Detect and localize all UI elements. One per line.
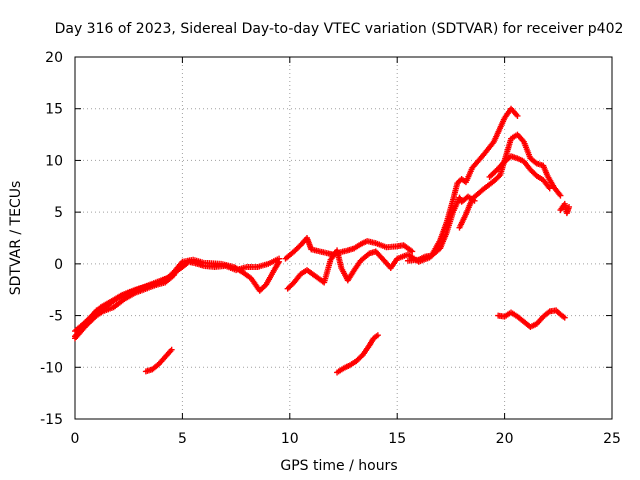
data-point bbox=[546, 185, 553, 192]
data-point bbox=[496, 173, 503, 180]
series-track-k bbox=[495, 307, 568, 330]
data-point bbox=[561, 314, 568, 321]
series-layer bbox=[72, 105, 573, 376]
y-tick-label: 10 bbox=[45, 153, 63, 169]
y-tick-label: -15 bbox=[40, 412, 63, 428]
data-point bbox=[374, 332, 381, 339]
plot-frame bbox=[74, 56, 613, 420]
y-tick-label: -10 bbox=[40, 360, 63, 376]
series-track-j bbox=[557, 200, 573, 217]
data-point bbox=[276, 258, 283, 265]
y-tick-label: 15 bbox=[45, 102, 63, 118]
series-track-i bbox=[486, 153, 553, 192]
data-point bbox=[557, 192, 564, 199]
series-track-d bbox=[142, 346, 175, 375]
chart-title: Day 316 of 2023, Sidereal Day-to-day VTE… bbox=[55, 21, 624, 37]
x-tick-label: 20 bbox=[496, 431, 514, 447]
x-axis-label: GPS time / hours bbox=[280, 458, 397, 474]
data-point bbox=[545, 309, 552, 316]
y-tick-label: 5 bbox=[54, 205, 63, 221]
series-track-h bbox=[456, 131, 564, 231]
series-track-g bbox=[404, 105, 521, 264]
y-tick-label: 0 bbox=[54, 257, 63, 273]
series-track-l bbox=[334, 332, 381, 376]
y-tick-labels: -15 -10 -5 0 5 10 15 20 bbox=[40, 50, 63, 428]
data-point bbox=[566, 203, 573, 210]
data-point bbox=[168, 346, 175, 353]
x-tick-labels: 0 5 10 15 20 25 bbox=[71, 431, 621, 447]
y-axis-label: SDTVAR / TECUs bbox=[8, 181, 24, 296]
x-tick-label: 10 bbox=[281, 431, 299, 447]
tick-layer bbox=[74, 56, 613, 420]
data-point bbox=[170, 272, 177, 279]
y-tick-label: 20 bbox=[45, 50, 63, 66]
data-point bbox=[409, 248, 416, 255]
data-point bbox=[514, 112, 521, 119]
y-tick-label: -5 bbox=[49, 309, 63, 325]
x-tick-label: 5 bbox=[178, 431, 187, 447]
series-track-c bbox=[72, 272, 177, 342]
x-tick-label: 15 bbox=[388, 431, 406, 447]
x-tick-label: 0 bbox=[71, 431, 80, 447]
x-tick-label: 25 bbox=[603, 431, 621, 447]
series-track-e bbox=[282, 235, 416, 262]
